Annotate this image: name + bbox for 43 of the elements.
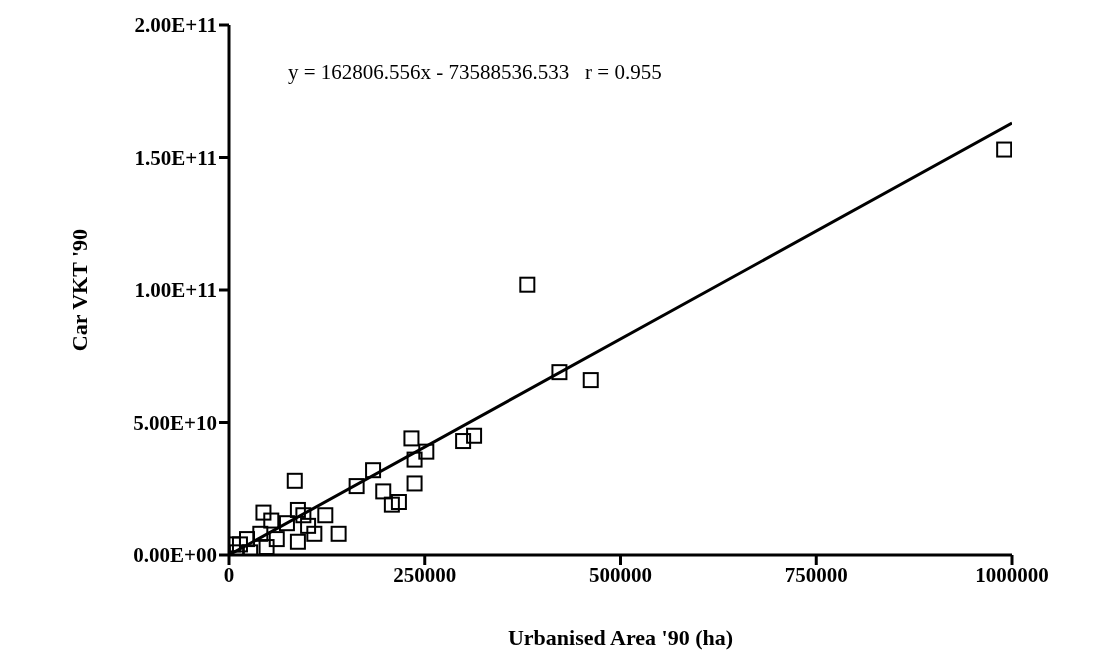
point <box>390 494 407 510</box>
point <box>455 433 472 450</box>
y-axis-title: Car VKT '90 <box>66 228 92 352</box>
point <box>466 427 483 444</box>
point <box>418 443 435 460</box>
point <box>317 507 334 524</box>
point <box>295 507 312 524</box>
point <box>403 430 420 447</box>
y-tick-label: 0.00E+00 <box>133 543 217 568</box>
point <box>306 525 323 542</box>
x-axis-title: Urbanised Area '90 (ha) <box>507 625 734 650</box>
x-tick-label: 1000000 <box>975 562 1049 587</box>
y-tick-label: 1.50E+11 <box>134 145 217 170</box>
y-tick-label: 1.00E+11 <box>134 278 217 303</box>
point <box>348 478 365 495</box>
point <box>258 539 275 555</box>
x-tick-label: 0 <box>223 562 235 587</box>
point <box>231 536 248 553</box>
point <box>289 501 306 518</box>
annotation: y = 162806.556x - 73588536.533 r = 0.955 <box>288 60 662 85</box>
point <box>551 364 568 381</box>
point <box>365 462 382 479</box>
y-tick-label: 5.00E+10 <box>133 410 217 435</box>
point <box>286 472 303 489</box>
point <box>406 451 423 468</box>
point <box>252 525 269 542</box>
y-tick-label: 2.00E+11 <box>134 13 217 38</box>
point <box>996 141 1012 158</box>
point <box>375 483 392 500</box>
x-tick-label: 250000 <box>393 562 457 587</box>
point <box>263 512 280 529</box>
point <box>300 517 317 534</box>
point <box>278 515 295 532</box>
point <box>383 496 400 513</box>
point <box>289 533 306 550</box>
point <box>582 372 599 389</box>
point <box>519 276 536 293</box>
point <box>268 531 285 548</box>
point <box>255 504 272 521</box>
point <box>406 475 423 492</box>
point <box>330 525 347 542</box>
x-tick-label: 750000 <box>784 562 848 587</box>
x-tick-label: 500000 <box>589 562 652 587</box>
